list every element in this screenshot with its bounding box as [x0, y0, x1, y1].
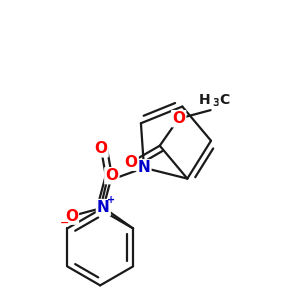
Text: H: H: [199, 93, 211, 107]
Text: 3: 3: [212, 98, 220, 109]
Text: O: O: [105, 168, 119, 183]
Text: C: C: [219, 93, 229, 107]
Text: O: O: [94, 141, 107, 156]
Text: −: −: [59, 218, 69, 228]
Text: O: O: [124, 155, 138, 170]
Text: N: N: [138, 160, 150, 175]
Text: O: O: [65, 208, 78, 224]
Text: N: N: [97, 200, 110, 215]
Text: +: +: [106, 195, 115, 205]
Text: O: O: [172, 111, 185, 126]
